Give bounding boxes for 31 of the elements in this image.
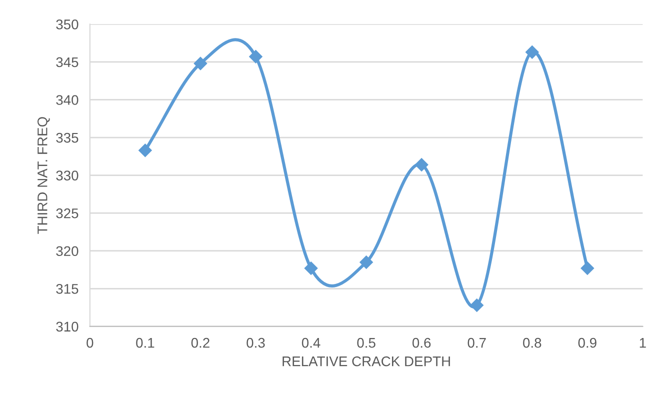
y-tick-label: 310 xyxy=(56,322,78,332)
x-tick-label: 0.6 xyxy=(412,338,431,348)
x-tick-label: 0.8 xyxy=(523,338,542,348)
y-tick-label: 330 xyxy=(56,170,78,180)
x-tick-label: 0.5 xyxy=(357,338,376,348)
x-tick-label: 0 xyxy=(86,338,94,348)
y-tick-label: 325 xyxy=(56,208,78,218)
point xyxy=(580,262,594,275)
x-tick-label: 0.2 xyxy=(191,338,210,348)
point xyxy=(194,56,208,70)
point xyxy=(470,298,484,312)
y-tick-label: 345 xyxy=(56,57,78,68)
point xyxy=(414,158,428,172)
y-tick-label: 335 xyxy=(56,132,78,143)
x-axis-title: RELATIVE CRACK DEPTH xyxy=(282,356,450,366)
y-axis-title: THIRD NAT. FREQ xyxy=(37,117,50,234)
point xyxy=(526,46,539,59)
y-tick-label: 320 xyxy=(56,246,78,256)
x-tick-label: 1 xyxy=(640,338,646,348)
point xyxy=(360,256,373,269)
y-tick-label: 350 xyxy=(56,20,78,30)
x-tick-label: 0.9 xyxy=(578,338,596,348)
y-tick-label: 315 xyxy=(56,284,78,294)
x-tick-label: 0.4 xyxy=(302,338,320,348)
point xyxy=(249,50,262,64)
x-tick-label: 0.7 xyxy=(468,338,486,348)
x-tick-label: 0.1 xyxy=(136,338,154,348)
y-tick-label: 340 xyxy=(56,95,78,105)
point xyxy=(304,262,318,275)
x-tick-label: 0.3 xyxy=(246,338,265,348)
point xyxy=(138,144,152,157)
